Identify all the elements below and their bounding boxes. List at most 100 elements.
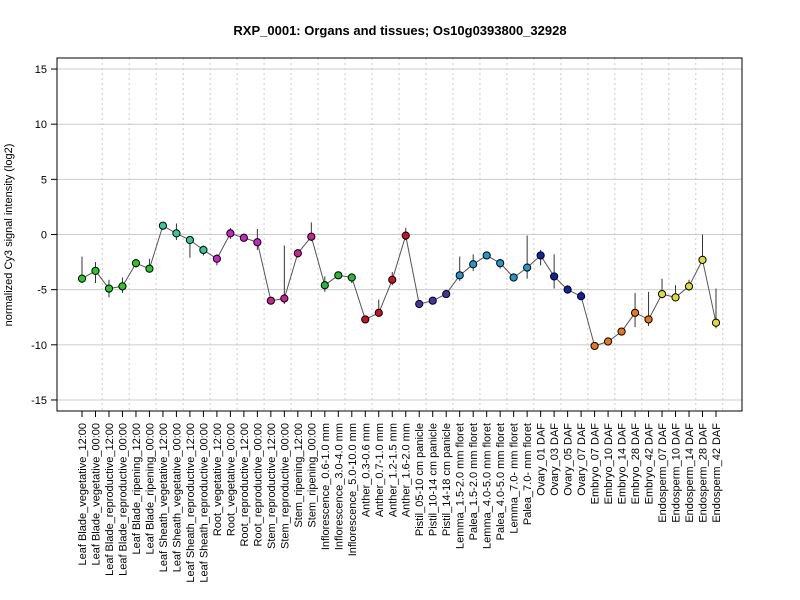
x-tick-label: Leaf Blade_vegetative_12:00 bbox=[77, 423, 89, 566]
x-tick-label: Ovary_01 DAF bbox=[536, 423, 548, 496]
data-point bbox=[577, 292, 586, 301]
x-tick-label: Stem_reproductive_00:00 bbox=[279, 423, 291, 549]
data-point bbox=[603, 337, 613, 346]
data-point bbox=[199, 245, 208, 255]
x-tick-label: Ovary_05 DAF bbox=[563, 423, 575, 496]
data-point bbox=[711, 318, 721, 327]
x-tick-label: Palea_4.0-5.0 mm floret bbox=[495, 423, 507, 540]
x-tick-label: Ovary_03 DAF bbox=[549, 423, 561, 496]
y-tick-label: 10 bbox=[35, 119, 47, 131]
data-point bbox=[428, 296, 437, 305]
x-tick-label: Leaf Blade_reproductive_12:00 bbox=[104, 423, 116, 576]
x-tick-label: Stem_ripening_12:00 bbox=[293, 423, 305, 528]
data-point bbox=[158, 221, 168, 230]
data-points bbox=[77, 221, 721, 351]
data-point bbox=[617, 327, 626, 336]
x-tick-label: Root_reproductive_00:00 bbox=[252, 423, 264, 547]
x-tick-label: Lemma_4.0-5.0 mm floret bbox=[482, 423, 494, 549]
data-point bbox=[563, 285, 572, 294]
x-tick-label: Embryo_10 DAF bbox=[603, 423, 615, 505]
data-point bbox=[536, 251, 545, 260]
x-tick-label: Endosperm_14 DAF bbox=[684, 423, 696, 523]
y-tick-label: 0 bbox=[41, 230, 47, 242]
data-point bbox=[550, 272, 559, 281]
x-tick-label: Lemma_1.5-2.0 mm floret bbox=[455, 423, 467, 549]
x-tick-label: Anther_1.2-1.5 mm bbox=[387, 423, 399, 517]
data-point bbox=[361, 315, 370, 324]
y-axis-label: normalized Cy3 signal intensity (log2) bbox=[3, 144, 15, 327]
data-point bbox=[644, 315, 653, 324]
data-point bbox=[185, 235, 195, 245]
data-point bbox=[684, 282, 694, 291]
x-tick-label: Palea_1.5-2.0 mm floret bbox=[468, 423, 480, 540]
x-tick-label: Inflorescence_0.6-1.0 mm bbox=[320, 423, 332, 550]
x-tick-label: Endosperm_28 DAF bbox=[698, 423, 710, 523]
x-tick-label: Embryo_42 DAF bbox=[644, 423, 656, 505]
x-tick-label: Root_vegetative_00:00 bbox=[225, 423, 237, 536]
data-point bbox=[630, 308, 640, 317]
x-tick-label: Leaf Blade_ripening_00:00 bbox=[144, 423, 156, 555]
data-point bbox=[401, 231, 410, 240]
data-point bbox=[509, 273, 518, 282]
x-tick-label: Endosperm_42 DAF bbox=[711, 423, 723, 523]
x-tick-label: Leaf Blade_reproductive_00:00 bbox=[117, 423, 129, 576]
data-point bbox=[226, 229, 235, 238]
x-tick-label: Palea_7.0- mm floret bbox=[522, 423, 534, 525]
x-tick-label: Leaf Blade_vegetative_00:00 bbox=[90, 423, 102, 566]
y-axis: -15 -10 -5 0 5 10 15 bbox=[31, 64, 57, 407]
data-point bbox=[657, 289, 667, 299]
data-point bbox=[239, 233, 248, 242]
data-point bbox=[442, 289, 451, 299]
x-tick-label: Endosperm_07 DAF bbox=[657, 423, 669, 523]
data-point bbox=[293, 249, 302, 258]
chart-title: RXP_0001: Organs and tissues; Os10g03938… bbox=[233, 23, 566, 38]
x-tick-label: Root_vegetative_12:00 bbox=[212, 423, 224, 536]
x-tick-label: Root_reproductive_12:00 bbox=[239, 423, 251, 547]
x-tick-label: Stem_reproductive_12:00 bbox=[266, 423, 278, 549]
x-tick-label: Endosperm_10 DAF bbox=[671, 423, 683, 523]
data-point bbox=[131, 259, 141, 268]
data-point bbox=[172, 229, 181, 238]
data-point bbox=[388, 275, 397, 284]
data-point bbox=[374, 308, 383, 317]
data-point bbox=[482, 251, 491, 260]
data-point bbox=[77, 274, 87, 283]
x-tick-label: Leaf Sheath_vegetative_00:00 bbox=[171, 423, 183, 572]
x-tick-label: Inflorescence_3.0-4.0 mm bbox=[333, 423, 345, 550]
x-tick-label: Leaf Sheath_reproductive_12:00 bbox=[185, 423, 197, 583]
x-axis: Leaf Blade_vegetative_12:00 Leaf Blade_ve… bbox=[77, 411, 723, 583]
data-point bbox=[496, 259, 505, 268]
data-point bbox=[320, 281, 329, 290]
data-point bbox=[671, 293, 680, 302]
x-tick-label: Pistil_05-10 cm panicle bbox=[414, 423, 426, 536]
data-point bbox=[266, 296, 275, 305]
data-point bbox=[145, 264, 154, 273]
x-tick-label: Anther_1.6-2.0 mm bbox=[401, 423, 413, 517]
data-point bbox=[91, 266, 100, 276]
x-tick-label: Embryo_07 DAF bbox=[590, 423, 602, 505]
data-point bbox=[698, 255, 707, 264]
y-tick-label: -10 bbox=[31, 340, 47, 352]
x-tick-label: Inflorescence_5.0-10.0 mm bbox=[347, 423, 359, 556]
data-point bbox=[212, 254, 221, 263]
x-tick-label: Lemma_7.0- mm floret bbox=[509, 423, 521, 534]
data-point bbox=[253, 238, 262, 247]
data-point bbox=[347, 273, 356, 282]
y-tick-label: -15 bbox=[31, 395, 47, 407]
x-tick-label: Stem_ripening_00:00 bbox=[306, 423, 318, 528]
data-point bbox=[590, 341, 599, 351]
data-point bbox=[104, 284, 114, 293]
grid bbox=[57, 58, 742, 411]
x-tick-label: Embryo_14 DAF bbox=[617, 423, 629, 505]
y-tick-label: 5 bbox=[41, 174, 47, 186]
data-point bbox=[469, 260, 478, 269]
y-tick-label: -5 bbox=[37, 285, 47, 297]
x-tick-label: Ovary_07 DAF bbox=[576, 423, 588, 496]
data-point bbox=[523, 263, 532, 272]
data-point bbox=[307, 232, 316, 241]
data-point bbox=[334, 271, 343, 280]
data-point bbox=[455, 271, 464, 280]
x-tick-label: Leaf Blade_ripening_12:00 bbox=[131, 423, 143, 555]
x-tick-label: Leaf Sheath_reproductive_00:00 bbox=[198, 423, 210, 583]
x-tick-label: Embryo_28 DAF bbox=[630, 423, 642, 505]
